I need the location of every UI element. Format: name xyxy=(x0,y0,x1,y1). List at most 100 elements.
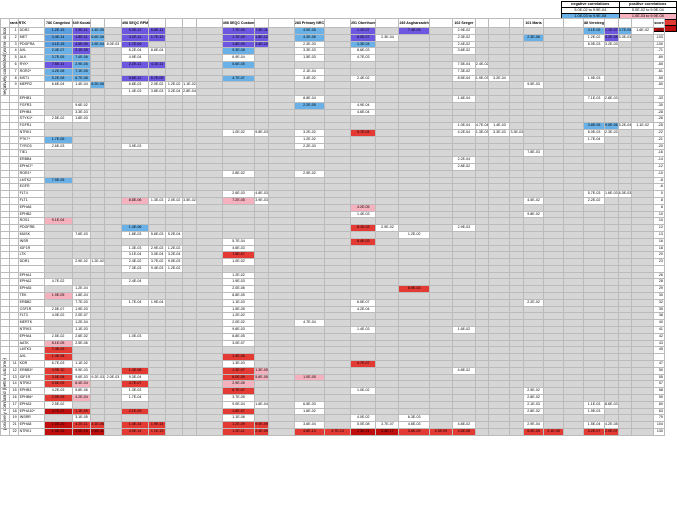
pvalue-cell xyxy=(103,190,122,198)
pvalue-cell xyxy=(103,346,122,355)
pvalue-cell xyxy=(523,380,545,389)
pvalue-cell xyxy=(617,237,633,246)
rank-cell xyxy=(9,210,19,219)
pvalue-cell xyxy=(182,421,197,430)
pvalue-cell xyxy=(451,196,476,205)
pvalue-cell: 7.9E-05 xyxy=(43,176,73,185)
group-cell xyxy=(0,128,10,137)
pvalue-cell xyxy=(563,176,585,185)
pvalue-cell xyxy=(324,230,352,239)
pvalue-cell: 2.8E-02 xyxy=(523,394,545,402)
pvalue-cell xyxy=(195,203,223,212)
table-row: 4 AXL 2.4E-07 2.1E-09 6.2E-04 8.6E-04 9.3E-08 3… xyxy=(0,47,665,56)
table-row: EPHA4 2.5E-02 2.6E-02 1.0E-03 8.8E-05 42 xyxy=(0,332,665,341)
group-cell xyxy=(0,428,10,436)
pvalue-cell xyxy=(71,149,92,158)
pvalue-cell xyxy=(90,135,105,144)
pvalue-cell xyxy=(398,196,430,205)
pvalue-cell xyxy=(267,360,295,368)
pvalue-cell: 4.1E-11 xyxy=(148,60,167,69)
pvalue-cell xyxy=(254,305,269,314)
pvalue-cell xyxy=(604,54,619,62)
pvalue-cell xyxy=(428,346,453,355)
pvalue-cell xyxy=(350,142,377,151)
table-row: 2 MET 3.4E-14 1.8E-11 6.6E-06 3.2E-11 1.7E-12 1… xyxy=(0,33,665,42)
pvalue-cell xyxy=(182,74,197,83)
pvalue-cell xyxy=(267,387,295,396)
pvalue-cell xyxy=(509,210,525,219)
group-cell xyxy=(0,224,10,232)
pvalue-cell xyxy=(509,108,525,117)
pvalue-cell xyxy=(543,292,565,300)
pvalue-cell xyxy=(474,394,490,402)
pvalue-cell: 9.8E-03 xyxy=(254,128,269,137)
group-cell xyxy=(0,380,10,389)
pvalue-cell: 5.7E-04 xyxy=(221,237,256,246)
pvalue-cell xyxy=(254,292,269,300)
pvalue-cell xyxy=(523,54,545,62)
pvalue-cell xyxy=(488,217,511,226)
rank-cell xyxy=(9,122,19,130)
pvalue-cell xyxy=(182,305,197,314)
pvalue-cell xyxy=(631,162,655,171)
rtk-cell: PDGFRA xyxy=(17,40,45,49)
pvalue-cell xyxy=(254,169,269,178)
score-cell: 28 xyxy=(653,278,665,287)
pvalue-cell: 2.5E-02 xyxy=(43,332,73,341)
pvalue-cell xyxy=(428,278,453,287)
pvalue-cell xyxy=(631,366,655,375)
pvalue-cell xyxy=(195,298,223,307)
pvalue-cell: 1.0E-05 xyxy=(293,373,326,382)
pvalue-cell xyxy=(350,115,377,124)
pvalue-cell xyxy=(617,54,633,62)
pvalue-cell xyxy=(543,169,565,178)
pvalue-cell xyxy=(451,88,476,96)
pvalue-cell xyxy=(120,414,150,423)
pvalue-cell xyxy=(293,81,326,90)
pvalue-cell xyxy=(254,278,269,287)
table-row: ROS1 9.1E-04 10 xyxy=(0,217,665,226)
pvalue-cell xyxy=(43,285,73,294)
pvalue-cell: 3.9E-03 xyxy=(120,142,150,151)
pvalue-cell xyxy=(182,285,197,294)
pvalue-cell xyxy=(254,94,269,103)
pvalue-cell xyxy=(375,74,400,83)
column-header: 101 Maris xyxy=(523,18,545,28)
pvalue-cell xyxy=(488,60,511,69)
pvalue-cell xyxy=(350,339,377,348)
pvalue-cell xyxy=(120,217,150,226)
pvalue-cell xyxy=(350,264,377,273)
pvalue-cell: 2.6E-03 xyxy=(43,142,73,151)
pvalue-cell xyxy=(195,346,223,355)
pvalue-cell xyxy=(543,94,565,103)
pvalue-cell xyxy=(488,108,511,117)
pvalue-cell xyxy=(398,224,430,232)
pvalue-cell xyxy=(293,332,326,341)
pvalue-cell xyxy=(543,312,565,321)
pvalue-cell xyxy=(583,176,606,185)
pvalue-cell xyxy=(631,101,655,110)
pvalue-cell xyxy=(563,88,585,96)
pvalue-cell xyxy=(509,230,525,239)
table-row: DDR1 2.9E-02 1.2E-02 2.4E-02 3.7E-02 9.0E-03 1… xyxy=(0,258,665,266)
pvalue-cell xyxy=(120,305,150,314)
pvalue-cell xyxy=(509,332,525,341)
pvalue-cell: 6.6E-04 xyxy=(43,81,73,90)
pvalue-cell xyxy=(103,271,122,280)
rtk-cell: ROS1 xyxy=(17,217,45,226)
pvalue-cell: 3.2E-03 xyxy=(604,40,619,49)
pvalue-cell: 2.3E-02 xyxy=(451,33,476,42)
pvalue-cell xyxy=(293,414,326,423)
pvalue-cell xyxy=(90,319,105,328)
pvalue-cell xyxy=(488,190,511,198)
pvalue-cell: 1.9E-03 xyxy=(71,305,92,314)
pvalue-cell xyxy=(631,176,655,185)
pvalue-cell: 1.8E-04 xyxy=(71,292,92,300)
pvalue-cell xyxy=(90,292,105,300)
pvalue-cell xyxy=(604,149,619,158)
pvalue-cell xyxy=(488,203,511,212)
pvalue-cell xyxy=(509,74,525,83)
pvalue-cell: 3.7E-05 xyxy=(221,394,256,402)
pvalue-cell xyxy=(293,210,326,219)
pvalue-cell xyxy=(509,271,525,280)
